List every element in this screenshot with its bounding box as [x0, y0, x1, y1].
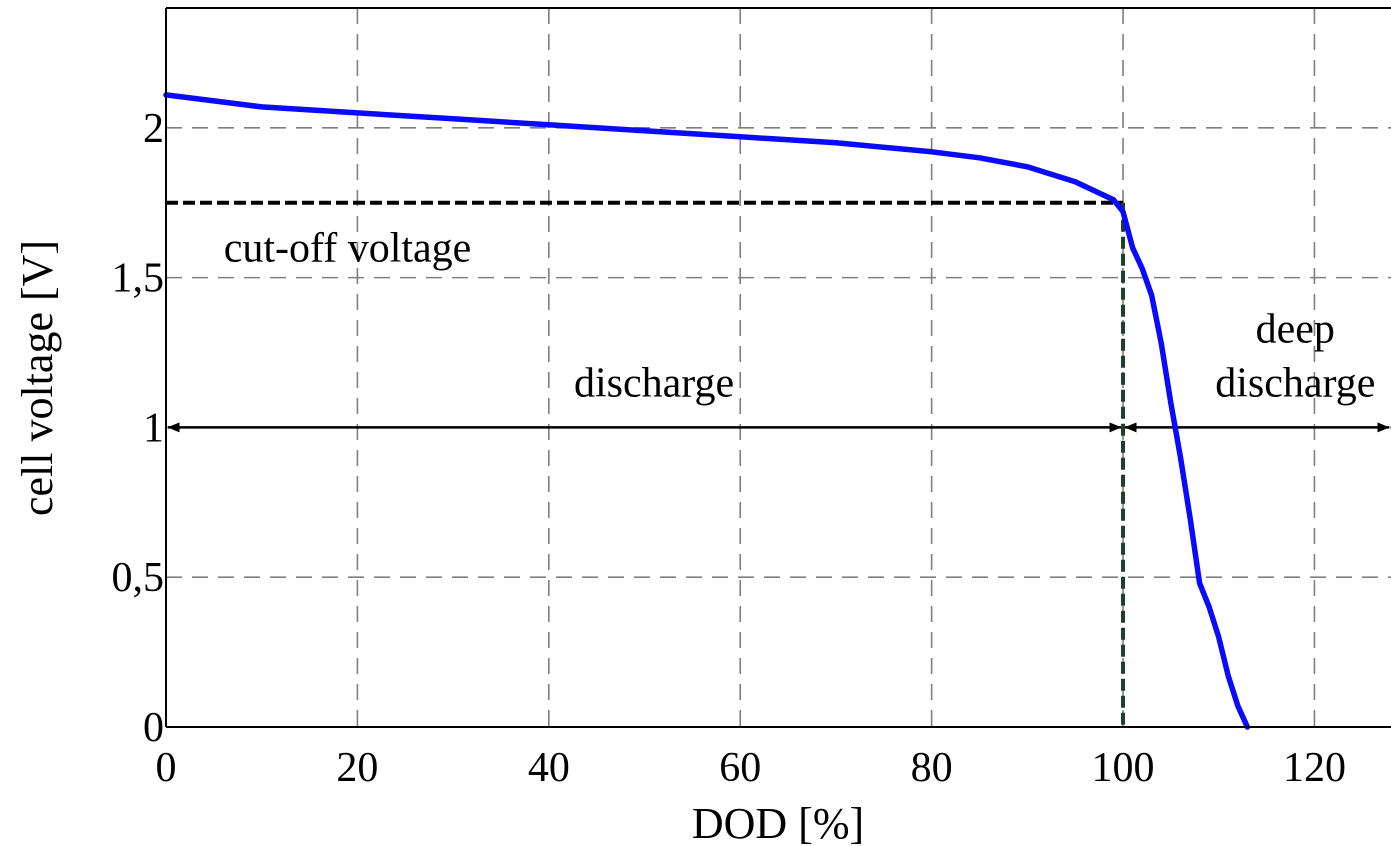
- y-tick-label: 2: [143, 106, 164, 152]
- annotation-label: deep: [1256, 307, 1335, 353]
- series-layer: [163, 92, 1251, 730]
- x-tick-label: 60: [719, 745, 761, 791]
- x-tick-label: 20: [336, 745, 378, 791]
- tick-labels: 0 20 40 60 80 100 120 0 0,5 1 1,5 2: [112, 106, 1346, 791]
- reference-lines: [166, 200, 1390, 727]
- y-axis-title: cell voltage [V]: [13, 240, 62, 516]
- x-tick-label: 100: [1092, 745, 1155, 791]
- x-tick-label: 80: [911, 745, 953, 791]
- x-axis-title: DOD [%]: [692, 799, 864, 846]
- y-tick-label: 0,5: [112, 555, 165, 601]
- axes: [165, 7, 1391, 728]
- grid: [166, 8, 1391, 727]
- annotations: cut-off voltage discharge deep discharge: [224, 226, 1376, 407]
- y-tick-label: 1: [143, 405, 164, 451]
- annotation-label: cut-off voltage: [224, 226, 472, 272]
- x-tick-label: 40: [528, 745, 570, 791]
- voltage-curve-0: [163, 92, 1251, 730]
- x-tick-label: 0: [156, 745, 177, 791]
- annotation-label: discharge: [574, 360, 734, 406]
- y-tick-label: 0: [143, 705, 164, 751]
- annotation-label: discharge: [1215, 360, 1375, 406]
- y-tick-label: 1,5: [112, 256, 165, 302]
- x-tick-label: 120: [1283, 745, 1346, 791]
